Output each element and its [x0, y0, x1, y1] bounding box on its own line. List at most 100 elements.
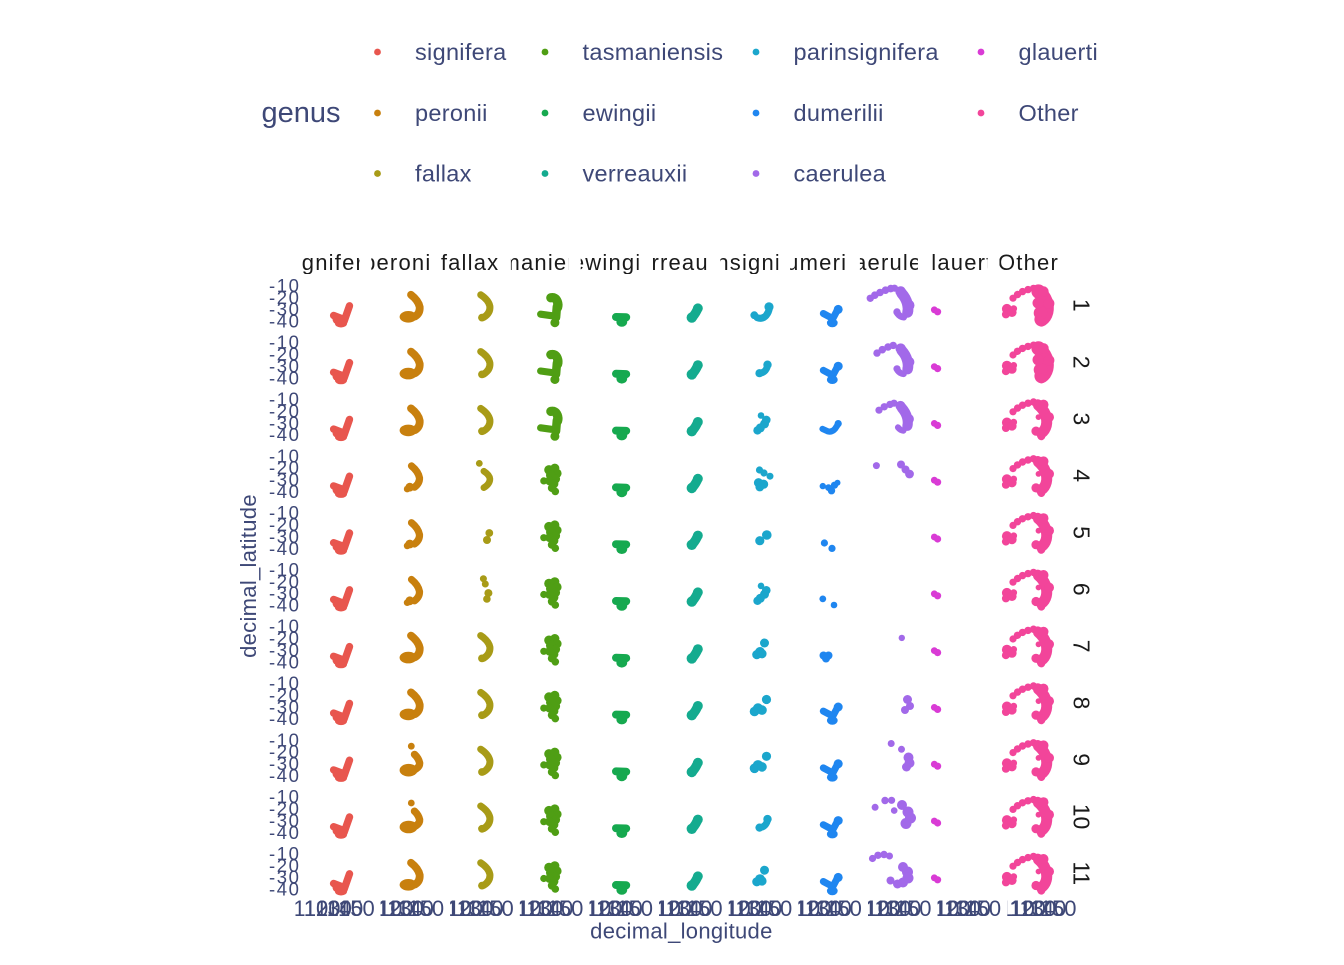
svg-text:parinsignifera: parinsignifera — [794, 39, 940, 65]
svg-text:11: 11 — [1069, 861, 1095, 885]
svg-text:peronii: peronii — [415, 100, 488, 126]
svg-text:110: 110 — [1000, 896, 1035, 921]
svg-text:decimal_longitude: decimal_longitude — [590, 919, 772, 944]
svg-text:5: 5 — [1069, 526, 1095, 539]
svg-text:-10: -10 — [269, 673, 301, 694]
svg-text:-40: -40 — [269, 595, 301, 616]
svg-text:120: 120 — [516, 896, 553, 921]
svg-text:caerulea: caerulea — [842, 250, 936, 275]
svg-text:-20: -20 — [269, 514, 301, 535]
svg-text:130: 130 — [526, 896, 563, 921]
svg-text:-10: -10 — [269, 445, 301, 466]
svg-text:-40: -40 — [269, 538, 301, 559]
svg-text:140: 140 — [467, 896, 504, 921]
svg-text:tasmaniensis: tasmaniensis — [583, 39, 724, 65]
svg-text:140: 140 — [745, 896, 782, 921]
svg-text:-20: -20 — [269, 741, 301, 762]
svg-text:-20: -20 — [269, 855, 301, 876]
svg-text:120: 120 — [655, 896, 692, 921]
svg-text:dumerilii: dumerilii — [773, 250, 866, 275]
svg-text:-40: -40 — [269, 367, 301, 388]
svg-text:-20: -20 — [269, 287, 301, 308]
svg-text:-40: -40 — [269, 879, 301, 900]
svg-text:110: 110 — [646, 896, 681, 921]
svg-text:140: 140 — [676, 896, 713, 921]
svg-text:-10: -10 — [269, 502, 301, 523]
svg-text:150: 150 — [964, 896, 1001, 921]
svg-text:verreauxii: verreauxii — [583, 161, 688, 187]
svg-text:-30: -30 — [269, 696, 301, 717]
svg-text:150: 150 — [756, 896, 793, 921]
svg-text:140: 140 — [397, 896, 434, 921]
svg-text:verreauxii: verreauxii — [626, 250, 733, 275]
svg-text:ewingii: ewingii — [572, 250, 648, 275]
svg-text:-10: -10 — [269, 729, 301, 750]
svg-text:genus: genus — [262, 97, 341, 129]
svg-text:150: 150 — [895, 896, 932, 921]
svg-text:-10: -10 — [269, 275, 301, 296]
svg-text:ewingii: ewingii — [583, 100, 657, 126]
svg-text:150: 150 — [825, 896, 862, 921]
svg-text:-40: -40 — [269, 651, 301, 672]
svg-text:150: 150 — [1040, 896, 1077, 921]
svg-text:-30: -30 — [269, 526, 301, 547]
svg-text:130: 130 — [457, 896, 494, 921]
svg-text:glauerti: glauerti — [918, 250, 1000, 275]
svg-text:110: 110 — [507, 896, 542, 921]
svg-text:120: 120 — [725, 896, 762, 921]
svg-text:110: 110 — [576, 896, 611, 921]
svg-text:-40: -40 — [269, 765, 301, 786]
svg-text:120: 120 — [377, 896, 414, 921]
svg-text:7: 7 — [1069, 640, 1095, 653]
svg-text:-30: -30 — [269, 469, 301, 490]
svg-text:130: 130 — [596, 896, 633, 921]
svg-text:-20: -20 — [269, 457, 301, 478]
svg-text:150: 150 — [407, 896, 444, 921]
svg-text:-40: -40 — [269, 708, 301, 729]
svg-text:8: 8 — [1069, 697, 1095, 710]
svg-text:9: 9 — [1069, 753, 1095, 766]
svg-text:130: 130 — [1019, 896, 1056, 921]
svg-text:1: 1 — [1069, 299, 1095, 312]
svg-text:110: 110 — [293, 896, 328, 921]
svg-text:-10: -10 — [269, 559, 301, 580]
svg-text:-30: -30 — [269, 299, 301, 320]
svg-text:-30: -30 — [269, 810, 301, 831]
svg-text:-20: -20 — [269, 628, 301, 649]
svg-text:130: 130 — [874, 896, 911, 921]
svg-text:110: 110 — [367, 896, 402, 921]
svg-text:120: 120 — [586, 896, 623, 921]
svg-text:dumerilii: dumerilii — [794, 100, 884, 126]
svg-text:120: 120 — [934, 896, 971, 921]
svg-text:-40: -40 — [269, 311, 301, 332]
svg-text:110: 110 — [924, 896, 959, 921]
svg-text:120: 120 — [795, 896, 832, 921]
svg-text:-30: -30 — [269, 753, 301, 774]
svg-text:-30: -30 — [269, 412, 301, 433]
svg-text:120: 120 — [446, 896, 483, 921]
svg-text:4: 4 — [1069, 469, 1095, 482]
svg-text:120: 120 — [1009, 896, 1046, 921]
svg-text:130: 130 — [315, 896, 352, 921]
svg-text:-20: -20 — [269, 571, 301, 592]
svg-text:150: 150 — [686, 896, 723, 921]
svg-text:2: 2 — [1069, 356, 1095, 369]
svg-text:6: 6 — [1069, 583, 1095, 596]
svg-text:Other: Other — [998, 250, 1059, 275]
svg-text:-10: -10 — [269, 843, 301, 864]
svg-text:130: 130 — [387, 896, 424, 921]
svg-text:-30: -30 — [269, 867, 301, 888]
svg-text:130: 130 — [944, 896, 981, 921]
svg-text:110: 110 — [855, 896, 890, 921]
svg-text:-20: -20 — [269, 798, 301, 819]
svg-text:120: 120 — [864, 896, 901, 921]
svg-text:3: 3 — [1069, 413, 1095, 426]
svg-text:signifera: signifera — [415, 39, 507, 65]
svg-text:caerulea: caerulea — [794, 161, 887, 187]
svg-text:-10: -10 — [269, 332, 301, 353]
svg-text:140: 140 — [536, 896, 573, 921]
svg-text:140: 140 — [815, 896, 852, 921]
svg-text:-10: -10 — [269, 616, 301, 637]
svg-text:130: 130 — [665, 896, 702, 921]
svg-text:parinsignifera: parinsignifera — [675, 250, 824, 275]
